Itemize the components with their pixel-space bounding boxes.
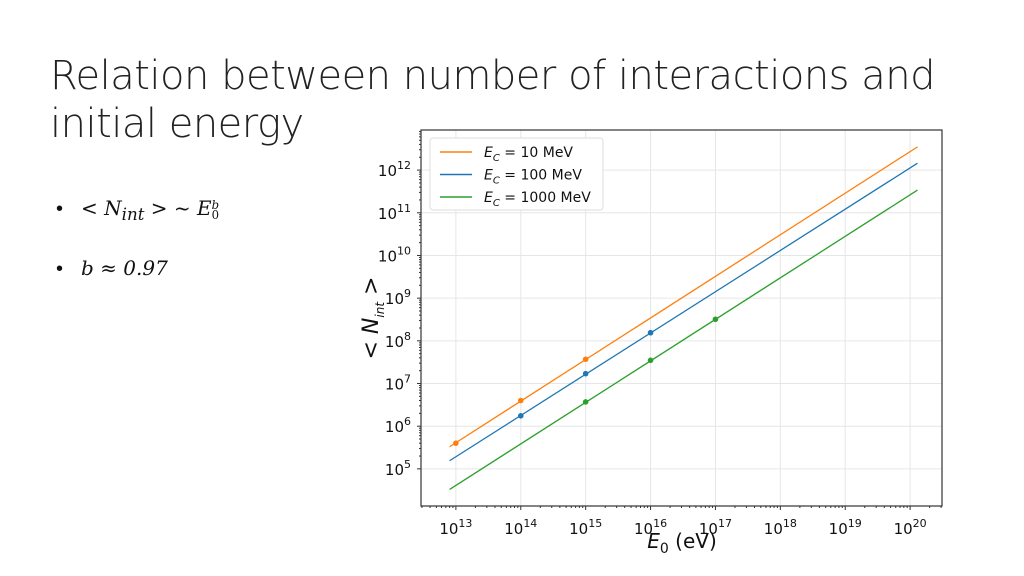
- slide-title: Relation between number of interactions …: [50, 53, 935, 147]
- bullet-b-value: • b ≈ 0.97: [56, 256, 168, 281]
- legend-label: EC = 100 MeV: [484, 168, 582, 187]
- legend-box: [429, 137, 604, 211]
- series-lines: [449, 146, 918, 490]
- bullet-lhs-sub: int: [121, 205, 145, 224]
- data-point: [647, 329, 654, 336]
- y-axis-label: < Nint >: [359, 277, 387, 360]
- data-point: [712, 316, 719, 323]
- bullet-rel: > ~ E: [150, 196, 212, 220]
- y-tick-label: 106: [385, 415, 411, 436]
- y-tick-label: 1012: [378, 159, 411, 180]
- series-line-0: [449, 146, 918, 448]
- x-tick-label: 1018: [764, 517, 797, 538]
- ticks: 1013 1014 1015 1016 1017 1018 1019 1020 105 106 10…: [378, 131, 942, 538]
- x-tick-label: 1019: [829, 517, 862, 538]
- x-tick-label: 1014: [504, 517, 537, 538]
- data-point: [453, 440, 459, 446]
- data-point: [582, 370, 589, 377]
- y-tick-label: 107: [385, 373, 411, 394]
- series-line-2: [449, 189, 918, 490]
- x-tick-label: 1020: [894, 517, 927, 538]
- data-point: [582, 399, 589, 405]
- y-tick-label: 1011: [378, 202, 411, 223]
- bullet-dot: •: [56, 198, 64, 220]
- data-point: [582, 356, 589, 363]
- x-tick-label: 1013: [439, 517, 472, 538]
- legend: EC = 10 MeV EC = 100 MeV EC = 1000 MeV: [429, 137, 604, 211]
- x-axis-label: E0 (eV): [647, 529, 717, 557]
- y-tick-label: 1010: [378, 244, 411, 265]
- data-point: [517, 397, 524, 404]
- data-point: [647, 357, 654, 364]
- legend-label: EC = 10 MeV: [484, 145, 573, 164]
- bullet-sub: 0: [211, 207, 220, 222]
- y-tick-label: 109: [385, 287, 411, 308]
- legend-label: EC = 1000 MeV: [484, 190, 591, 209]
- axes-frame: [420, 129, 943, 507]
- bullet-dot: •: [56, 258, 64, 280]
- bullet-text: b ≈ 0.97: [81, 256, 168, 280]
- bullet-sup: b: [211, 197, 220, 212]
- x-tick-label: 1015: [569, 517, 602, 538]
- x-tick-label: 1017: [699, 517, 732, 538]
- data-point: [517, 413, 524, 419]
- y-tick-label: 105: [385, 458, 411, 479]
- series-line-1: [449, 162, 918, 462]
- y-tick-label: 108: [385, 330, 411, 351]
- x-tick-label: 1016: [634, 517, 667, 538]
- bullet-lhs: < N: [81, 196, 122, 220]
